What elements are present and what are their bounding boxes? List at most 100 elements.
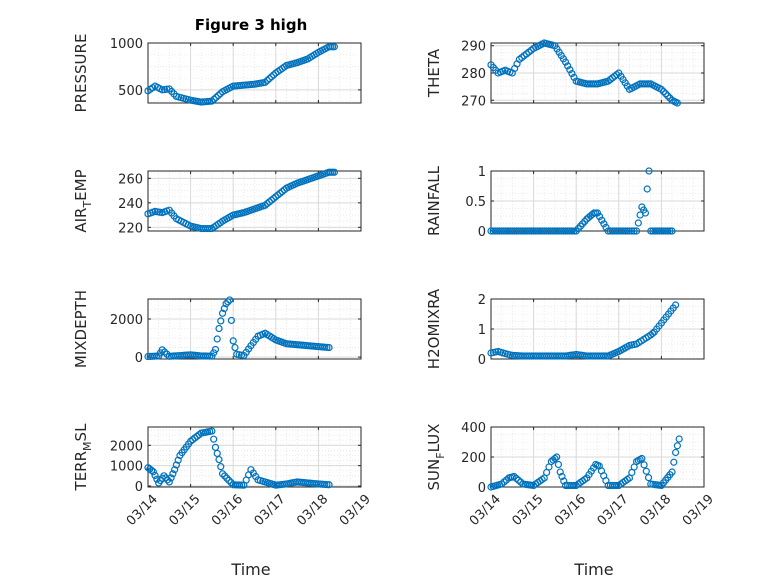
data-point: [224, 298, 232, 306]
data-point: [174, 456, 182, 464]
y-tick-label: 0: [478, 481, 486, 496]
data-point: [664, 92, 672, 100]
data-point: [628, 227, 636, 235]
data-point: [645, 80, 653, 88]
y-tick-label: 2: [478, 293, 486, 308]
data-point: [632, 227, 641, 235]
data-point: [272, 193, 280, 201]
data-point: [325, 343, 333, 352]
data-point: [231, 343, 239, 352]
y-tick-label: 1000: [110, 37, 143, 52]
y-tick-label: 1: [478, 323, 486, 338]
y-tick-label: 0: [135, 351, 143, 366]
data-point: [568, 481, 576, 490]
y-tick-label: 0: [135, 480, 143, 495]
axes-box: [147, 42, 362, 104]
data-point: [227, 316, 236, 325]
subplot-theta: 270 280 290 THETA: [425, 39, 705, 109]
data-point: [208, 427, 216, 435]
y-axis-label: TERRMSL: [72, 423, 94, 492]
data-point: [564, 62, 572, 70]
data-point: [621, 227, 629, 235]
data-point: [217, 317, 225, 325]
data-point: [593, 209, 602, 217]
y-tick-label: 0.5: [465, 195, 486, 210]
data-point: [218, 470, 227, 478]
y-tick-label: 500: [118, 84, 143, 99]
data-point: [167, 474, 175, 482]
data-point: [666, 227, 674, 235]
data-point: [568, 227, 576, 235]
data-point: [644, 474, 653, 482]
data-point: [596, 213, 604, 221]
y-axis-label: SUNFLUX: [425, 424, 447, 491]
axes-box: [147, 298, 362, 360]
data-point: [325, 481, 333, 489]
data-point: [623, 227, 631, 235]
data-point: [235, 481, 244, 489]
data-point: [238, 481, 246, 489]
y-tick-label: 270: [461, 94, 486, 109]
data-point: [274, 191, 282, 199]
data-point: [210, 95, 218, 103]
data-point: [668, 227, 676, 235]
data-point: [165, 478, 173, 486]
data-point: [641, 209, 650, 217]
data-point: [217, 463, 225, 471]
data-point: [566, 66, 574, 74]
data-point: [270, 71, 278, 79]
data-point: [211, 345, 220, 354]
data-point: [206, 224, 214, 233]
data-point: [558, 472, 566, 481]
y-tick-label: 1000: [110, 460, 143, 475]
data-point: [512, 474, 520, 482]
data-point: [276, 189, 284, 197]
y-tick-label: 1: [478, 165, 486, 180]
data-point: [556, 468, 564, 476]
data-point: [160, 472, 168, 480]
data-point: [510, 472, 518, 481]
y-tick-label: 0: [478, 225, 486, 240]
y-tick-label: 0: [478, 353, 486, 368]
data-point: [147, 466, 156, 474]
subplot-air_temp: 220 240 260 AIRTEMP: [72, 168, 362, 236]
data-point: [225, 476, 233, 484]
data-point: [263, 199, 271, 208]
y-tick-label: 220: [118, 221, 143, 236]
y-axis-label: MIXDEPTH: [72, 290, 90, 368]
data-point: [630, 227, 638, 235]
data-point: [212, 93, 220, 101]
data-point: [330, 168, 338, 176]
data-point: [215, 455, 223, 464]
data-point: [570, 73, 578, 81]
data-point: [551, 454, 559, 463]
data-point: [171, 466, 179, 474]
data-point: [645, 167, 653, 175]
data-point: [554, 460, 563, 469]
data-point: [643, 185, 651, 193]
data-point: [560, 477, 568, 485]
data-point: [270, 194, 278, 203]
data-point: [602, 223, 610, 231]
axes-box: [147, 170, 362, 232]
y-tick-label: 200: [461, 451, 486, 466]
data-point: [648, 329, 657, 338]
data-point: [261, 78, 269, 86]
data-point: [662, 90, 670, 98]
data-point: [570, 481, 578, 490]
data-point: [204, 352, 212, 360]
data-point: [553, 453, 561, 461]
data-point: [149, 468, 157, 476]
data-point: [671, 448, 680, 457]
data-point: [671, 301, 680, 309]
data-point: [673, 99, 681, 107]
data-point: [222, 300, 230, 308]
y-axis-label: AIRTEMP: [72, 169, 94, 232]
data-point: [657, 85, 666, 93]
data-point: [670, 458, 678, 466]
data-point: [229, 337, 237, 345]
data-point: [561, 58, 570, 66]
data-point: [675, 435, 683, 443]
subplot-rainfall: 0 0.5 1 RAINFALL: [425, 165, 705, 240]
